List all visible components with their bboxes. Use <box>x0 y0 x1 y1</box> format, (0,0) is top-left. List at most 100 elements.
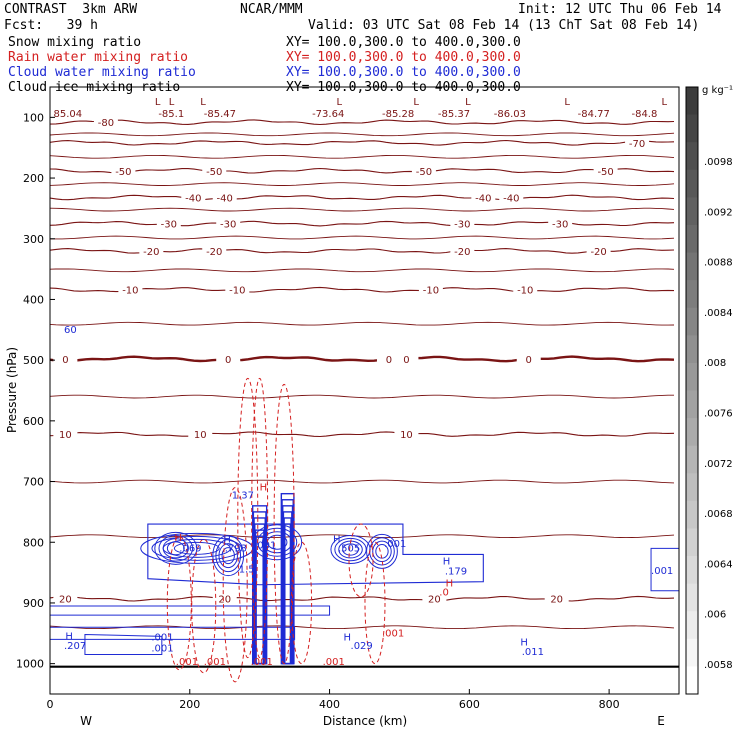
low-marker: L <box>564 97 570 108</box>
isotherm-label-bg <box>593 164 618 176</box>
isotherm-label: 10 <box>194 430 207 441</box>
colorbar-swatch <box>686 418 698 447</box>
colorbar-swatch <box>686 473 698 502</box>
isotherm-label: -40 <box>185 193 201 204</box>
cloud-water-contour <box>212 535 245 577</box>
init-time: Init: 12 UTC Thu 06 Feb 14 <box>518 2 722 17</box>
colorbar-swatch <box>686 390 698 419</box>
low-marker: L <box>169 97 175 108</box>
colorbar-swatch <box>686 280 698 309</box>
y-tick-label: 200 <box>23 172 44 185</box>
isotherm-label-bg <box>586 244 611 256</box>
valid-time: Valid: 03 UTC Sat 08 Feb 14 (13 ChT Sat … <box>308 18 700 33</box>
isotherm-label-bg <box>225 283 250 295</box>
cloud-water-contour <box>342 543 359 556</box>
top-temperature-value: -84.77 <box>578 109 610 120</box>
field-xy-rain: XY= 100.0,300.0 to 400.0,300.0 <box>286 50 521 65</box>
top-temperature-value: 85.04 <box>53 109 82 120</box>
colorbar-swatch <box>686 307 698 336</box>
field-xy-cloud-water: XY= 100.0,300.0 to 400.0,300.0 <box>286 65 521 80</box>
isotherm-label: -30 <box>161 220 177 231</box>
colorbar-swatch <box>686 87 698 116</box>
isotherm-line <box>49 286 675 293</box>
isotherm-label-bg <box>450 217 475 229</box>
top-temperature-value: -73.64 <box>312 109 344 120</box>
x-tick-label: 0 <box>47 698 54 711</box>
isotherm-label-bg <box>93 116 118 128</box>
isotherm-line <box>50 235 675 240</box>
isotherm-label: -40 <box>217 193 233 204</box>
cloud-water-label: .001 <box>254 540 276 551</box>
low-marker: L <box>662 97 668 108</box>
isotherm-label: -50 <box>597 167 613 178</box>
cloud-water-contour <box>218 543 238 569</box>
isotherm-label-bg <box>471 191 496 203</box>
isotherm-label: -40 <box>475 193 491 204</box>
colorbar-swatch <box>686 638 698 667</box>
isotherm-line <box>49 355 675 363</box>
colorbar-tick-label: .0084 <box>704 308 733 319</box>
y-tick-label: 700 <box>23 476 44 489</box>
x-axis-title: Distance (km) <box>323 714 407 728</box>
top-temperature-value: -86.03 <box>494 109 526 120</box>
isotherm-label: -70 <box>629 139 645 150</box>
isotherm-label-bg <box>53 352 78 364</box>
rain-label: .0 <box>439 588 449 599</box>
colorbar-swatch <box>686 169 698 198</box>
y-tick-label: 100 <box>23 111 44 124</box>
high-marker: H <box>223 534 231 545</box>
isotherm-label-bg <box>544 592 569 604</box>
isotherm-label-bg <box>188 428 213 440</box>
isotherm-line <box>49 321 675 326</box>
isotherm-label-bg <box>216 217 241 229</box>
isotherm-label: -50 <box>416 167 432 178</box>
rain-label: .001 <box>323 657 345 668</box>
x-axis-east-label: E <box>657 714 665 728</box>
high-marker: H <box>344 633 352 644</box>
isotherm-label: -20 <box>206 247 222 258</box>
plot-frame <box>49 86 680 695</box>
isotherm-label-bg <box>394 352 419 364</box>
cloud-water-contour <box>154 531 198 565</box>
isotherm-label-bg <box>499 191 524 203</box>
rain-label: .001 <box>251 657 273 668</box>
high-marker: H <box>443 557 451 568</box>
model-title: CONTRAST 3km ARW <box>4 2 138 17</box>
cloud-water-contour <box>166 541 185 556</box>
colorbar-swatch <box>686 224 698 254</box>
isotherm-label: -40 <box>503 193 519 204</box>
rain-contour <box>291 541 313 665</box>
colorbar-tick-label: .0092 <box>704 207 733 218</box>
isotherm-label: 20 <box>59 595 72 606</box>
isotherm-label: 10 <box>400 430 413 441</box>
rain-contour <box>348 523 374 598</box>
high-marker: H <box>174 533 182 544</box>
field-label-snow: Snow mixing ratio <box>8 35 142 50</box>
y-tick-label: 500 <box>23 354 44 367</box>
top-temperature-value: -84.8 <box>631 109 657 120</box>
isotherm-label-bg <box>548 217 573 229</box>
colorbar-swatch <box>686 362 698 391</box>
isotherm-line <box>49 625 675 630</box>
isotherm-label-bg <box>156 217 181 229</box>
cloud-water-contour <box>173 541 220 555</box>
colorbar-tick-label: .0076 <box>704 409 733 420</box>
x-tick-label: 800 <box>599 698 620 711</box>
colorbar-swatch <box>686 666 698 695</box>
high-marker: H <box>520 637 528 648</box>
isotherm-line <box>49 220 675 227</box>
isotherm-label-bg <box>202 164 227 176</box>
cloud-water-label: .505 <box>338 543 360 554</box>
isotherm-label-bg <box>625 136 650 148</box>
cloud-water-label: 1 <box>262 540 268 551</box>
isotherm-label: -10 <box>229 286 245 297</box>
cloud-water-label: .793 <box>225 543 247 554</box>
y-axis-title: Pressure (hPa) <box>5 347 19 433</box>
cloud-water-contour <box>49 605 331 616</box>
isotherm-line <box>49 394 674 399</box>
colorbar-swatch <box>686 500 698 529</box>
cloud-water-contour <box>221 547 235 565</box>
rain-label: .001 <box>382 628 404 639</box>
isotherm-label-bg <box>376 352 401 364</box>
